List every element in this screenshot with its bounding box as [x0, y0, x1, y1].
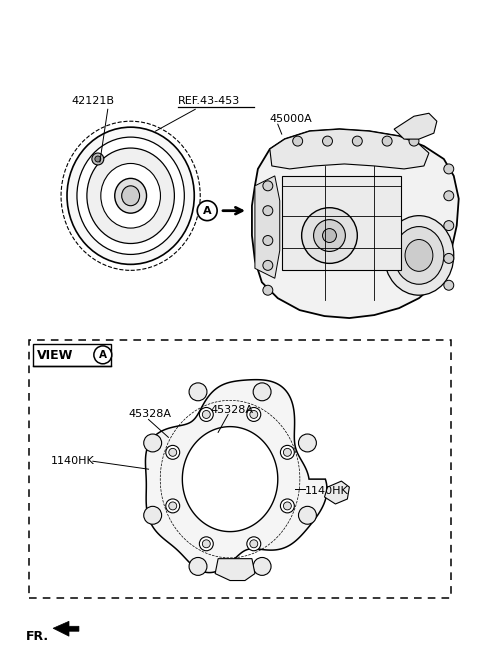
Text: A: A: [203, 206, 212, 215]
Text: A: A: [99, 350, 107, 360]
Polygon shape: [270, 129, 429, 169]
Circle shape: [263, 236, 273, 246]
Circle shape: [382, 136, 392, 146]
Circle shape: [94, 346, 112, 364]
Text: REF.43-453: REF.43-453: [179, 97, 240, 106]
Polygon shape: [182, 426, 278, 532]
Polygon shape: [215, 558, 255, 581]
Circle shape: [323, 136, 333, 146]
Circle shape: [189, 383, 207, 401]
Circle shape: [250, 540, 258, 548]
Circle shape: [92, 153, 104, 165]
Ellipse shape: [101, 164, 160, 228]
Ellipse shape: [115, 178, 146, 213]
Polygon shape: [53, 622, 79, 636]
Polygon shape: [145, 380, 327, 573]
Circle shape: [444, 191, 454, 201]
Text: 45000A: 45000A: [270, 114, 312, 124]
Circle shape: [144, 507, 162, 524]
Circle shape: [166, 499, 180, 513]
Circle shape: [323, 229, 336, 242]
Circle shape: [199, 537, 213, 551]
Text: 45328A: 45328A: [129, 409, 172, 420]
Circle shape: [203, 411, 210, 419]
Circle shape: [301, 208, 357, 263]
Circle shape: [444, 254, 454, 263]
Ellipse shape: [122, 186, 140, 206]
Circle shape: [283, 448, 291, 457]
Circle shape: [189, 558, 207, 576]
Polygon shape: [394, 113, 437, 139]
FancyBboxPatch shape: [282, 176, 401, 270]
Circle shape: [444, 164, 454, 174]
Circle shape: [313, 219, 346, 252]
Polygon shape: [252, 129, 459, 318]
Ellipse shape: [77, 137, 184, 254]
Circle shape: [409, 136, 419, 146]
FancyBboxPatch shape: [33, 344, 111, 366]
Circle shape: [197, 201, 217, 221]
Text: 42121B: 42121B: [71, 97, 114, 106]
Text: FR.: FR.: [26, 629, 49, 643]
Circle shape: [144, 434, 162, 452]
Ellipse shape: [87, 148, 174, 244]
Circle shape: [263, 181, 273, 191]
Circle shape: [299, 434, 316, 452]
Text: 45328A: 45328A: [210, 405, 253, 415]
Circle shape: [95, 156, 101, 162]
Text: VIEW: VIEW: [37, 350, 73, 363]
Circle shape: [166, 445, 180, 459]
Text: 1140HK: 1140HK: [51, 456, 95, 466]
Polygon shape: [324, 481, 349, 504]
Ellipse shape: [384, 215, 454, 295]
Circle shape: [199, 407, 213, 421]
Circle shape: [293, 136, 302, 146]
Ellipse shape: [67, 127, 194, 264]
Circle shape: [247, 537, 261, 551]
Ellipse shape: [405, 240, 433, 271]
Circle shape: [169, 448, 177, 457]
Circle shape: [352, 136, 362, 146]
Ellipse shape: [394, 227, 444, 284]
Circle shape: [280, 499, 294, 513]
Circle shape: [247, 407, 261, 421]
Circle shape: [263, 285, 273, 295]
Circle shape: [263, 260, 273, 270]
Circle shape: [263, 206, 273, 215]
Circle shape: [444, 221, 454, 231]
Circle shape: [444, 281, 454, 290]
Circle shape: [203, 540, 210, 548]
Circle shape: [299, 507, 316, 524]
Circle shape: [253, 383, 271, 401]
Text: 1140HK: 1140HK: [305, 486, 348, 496]
Circle shape: [253, 558, 271, 576]
Circle shape: [283, 502, 291, 510]
Circle shape: [169, 502, 177, 510]
Circle shape: [250, 411, 258, 419]
Bar: [29, 340, 451, 599]
Circle shape: [280, 445, 294, 459]
Polygon shape: [255, 176, 280, 279]
